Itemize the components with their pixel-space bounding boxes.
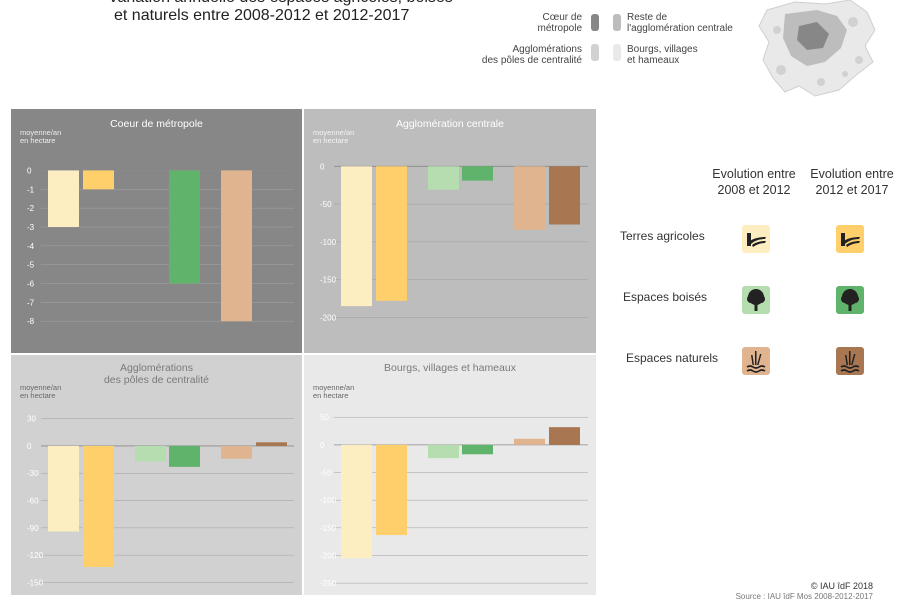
- bar: [376, 166, 407, 301]
- unit-label: moyenne/an en hectare: [20, 383, 62, 400]
- y-tick-label: -100: [320, 238, 337, 247]
- header-2008-2012: Evolution entre 2008 et 2012: [712, 167, 796, 197]
- bar: [256, 442, 287, 446]
- y-tick-label: -90: [27, 524, 39, 533]
- title-line-2: et naturels entre 2008-2012 et 2012-2017: [114, 7, 410, 24]
- bar: [135, 445, 166, 462]
- chart-plot: 50 0 -50 -100 -150 -200 -250: [320, 413, 588, 588]
- unit-label: moyenne/an en hectare: [20, 128, 62, 145]
- tree-icon: [836, 286, 864, 314]
- bar: [462, 444, 493, 455]
- source: Source : IAU îdF Mos 2008-2012-2017: [735, 592, 873, 601]
- bar: [514, 438, 545, 445]
- credit: © IAU îdF 2018: [810, 581, 873, 591]
- y-tick-label: 0: [27, 442, 32, 451]
- bar: [221, 445, 252, 459]
- legend-reste-label: Reste de l'agglomération centrale: [627, 12, 733, 34]
- panel-title: Bourgs, villages et hameaux: [384, 362, 516, 374]
- y-tick-label: -2: [27, 204, 35, 213]
- y-tick-label: -100: [320, 496, 337, 505]
- legend-bourgs-swatch: [613, 44, 621, 61]
- y-tick-label: -50: [320, 469, 332, 478]
- reeds-water-icon: [836, 347, 864, 375]
- chart-plot: 30 0 -30 -60 -90 -120 -150: [27, 415, 294, 587]
- bar: [48, 445, 79, 532]
- bar: [341, 444, 372, 559]
- bar: [428, 166, 459, 190]
- panel-bourgs-villages: Bourgs, villages et hameaux moyenne/an e…: [304, 355, 596, 595]
- row-label-agricole: Terres agricoles: [620, 229, 705, 243]
- bar: [221, 170, 252, 322]
- row-label-bois: Espaces boisés: [623, 290, 708, 304]
- legend-reste-swatch: [613, 14, 621, 31]
- bar: [169, 170, 200, 284]
- region-map: [758, 0, 876, 97]
- y-tick-label: 0: [27, 166, 32, 175]
- legend-agglo-poles-label: Agglomérations des pôles de centralité: [481, 44, 582, 66]
- y-tick-label: 0: [320, 162, 325, 171]
- chart-plot: 0 -1 -2 -3 -4 -5 -6 -7 -8: [27, 166, 294, 326]
- bar: [428, 444, 459, 459]
- bar: [48, 170, 79, 227]
- bar: [549, 427, 580, 445]
- y-tick-label: 30: [27, 415, 36, 424]
- y-tick-label: 0: [320, 441, 325, 450]
- panel-poles-centralite: Agglomérations des pôles de centralité m…: [11, 355, 302, 595]
- bar: [549, 166, 580, 225]
- y-tick-label: -50: [320, 200, 332, 209]
- bar: [341, 166, 372, 307]
- y-tick-label: -150: [27, 578, 44, 587]
- header-2012-2017: Evolution entre 2012 et 2017: [810, 167, 894, 197]
- y-tick-label: -30: [27, 469, 39, 478]
- bar: [462, 166, 493, 181]
- y-tick-label: -60: [27, 497, 39, 506]
- unit-label: moyenne/an en hectare: [313, 128, 355, 145]
- y-tick-label: -200: [320, 313, 337, 322]
- panel-title: Agglomérations des pôles de centralité: [103, 362, 210, 386]
- bar: [83, 170, 114, 190]
- y-tick-label: -200: [320, 551, 337, 560]
- y-tick-label: -4: [27, 242, 35, 251]
- y-tick-label: -7: [27, 298, 35, 307]
- panel-agglomeration-centrale: Agglomération centrale moyenne/an en hec…: [304, 109, 596, 353]
- y-tick-label: -1: [27, 185, 35, 194]
- y-tick-label: -6: [27, 280, 35, 289]
- legend-bourgs-label: Bourgs, villages et hameaux: [627, 44, 698, 66]
- field-icon: [742, 225, 770, 253]
- y-tick-label: -120: [27, 551, 44, 560]
- y-tick-label: -5: [27, 261, 35, 270]
- bar: [376, 444, 407, 536]
- legend-agglo-poles-swatch: [591, 44, 599, 61]
- title-line-1: Variation annuelle des espaces agricoles…: [108, 0, 453, 8]
- panel-coeur-metropole: Coeur de métropole moyenne/an en hectare…: [11, 109, 302, 353]
- tree-icon: [742, 286, 770, 314]
- bar: [83, 445, 114, 567]
- bar: [169, 445, 200, 467]
- y-tick-label: 50: [320, 413, 329, 422]
- legend-coeur-label: Cœur de métropole: [537, 12, 582, 34]
- row-label-naturel: Espaces naturels: [626, 351, 719, 365]
- y-tick-label: -150: [320, 276, 337, 285]
- chart-plot: 0 -50 -100 -150 -200: [320, 162, 588, 322]
- reeds-water-icon: [742, 347, 770, 375]
- y-tick-label: -8: [27, 317, 35, 326]
- panel-title: Agglomération centrale: [396, 118, 504, 130]
- unit-label: moyenne/an en hectare: [313, 383, 355, 400]
- field-icon: [836, 225, 864, 253]
- y-tick-label: -250: [320, 579, 337, 588]
- y-tick-label: -150: [320, 524, 337, 533]
- legend-coeur-swatch: [591, 14, 599, 31]
- bar: [514, 166, 545, 230]
- y-tick-label: -3: [27, 223, 35, 232]
- panel-title: Coeur de métropole: [110, 118, 203, 130]
